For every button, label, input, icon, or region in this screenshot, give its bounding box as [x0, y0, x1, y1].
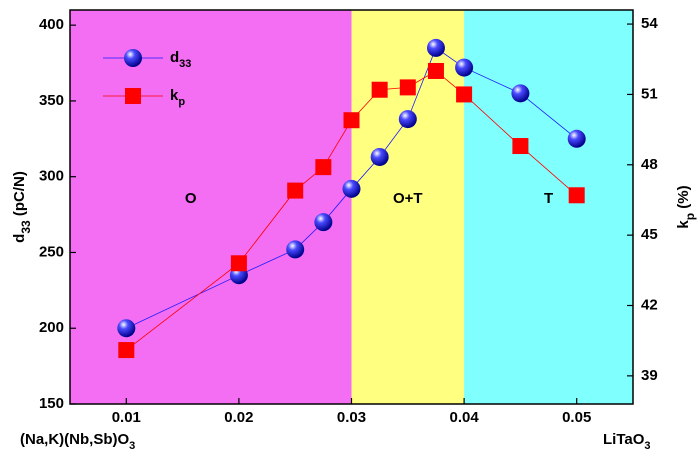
phase-label: O+T [393, 190, 423, 207]
data-point [567, 129, 586, 148]
data-point [455, 58, 474, 77]
data-point [398, 110, 417, 129]
data-point [342, 179, 361, 198]
phase-region [464, 10, 633, 404]
y-axis-label: d33 (pC/N) [11, 171, 33, 243]
legend-label-part: k [170, 87, 179, 104]
y2-axis-label-part: p [683, 213, 697, 220]
y-tick-label: 250 [39, 243, 64, 260]
x-left-label-part: (Na,K)(Nb,Sb)O [20, 431, 129, 448]
x-tick-label: 0.05 [562, 409, 591, 426]
data-point [315, 159, 332, 176]
x-tick-label: 0.01 [112, 409, 141, 426]
data-point [230, 255, 247, 272]
y2-tick-label: 54 [641, 15, 658, 32]
y2-tick-label: 45 [641, 226, 658, 243]
x-tick-label: 0.03 [337, 409, 366, 426]
y-tick-label: 150 [39, 395, 64, 412]
y-tick-label: 300 [39, 168, 64, 185]
y2-axis-label-part: (%) [675, 185, 692, 213]
phase-region [70, 10, 352, 404]
phase-label: O [185, 190, 197, 207]
data-point [399, 79, 416, 96]
y-axis-label-part: 33 [19, 220, 33, 234]
legend-label: kp [170, 87, 185, 108]
x-right-label-part: 3 [644, 440, 650, 452]
legend-label: d33 [170, 49, 191, 70]
x-tick-label: 0.02 [224, 409, 253, 426]
phase-label: T [544, 190, 553, 207]
legend-label-part: p [178, 96, 185, 108]
data-point [117, 319, 136, 338]
data-point [287, 182, 304, 199]
data-point [343, 112, 360, 129]
data-point [426, 38, 445, 57]
data-point [286, 240, 305, 259]
x-left-label-part: 3 [129, 440, 135, 452]
y-tick-label: 200 [39, 319, 64, 336]
y2-tick-label: 39 [641, 367, 658, 384]
data-point [371, 81, 388, 98]
legend-marker [124, 49, 142, 67]
y-tick-label: 400 [39, 16, 64, 33]
data-point [568, 187, 585, 204]
phase-region [351, 10, 465, 404]
y-tick-label: 350 [39, 92, 64, 109]
y-axis-label-part: (pC/N) [11, 171, 28, 220]
y2-tick-label: 48 [641, 156, 658, 173]
data-point [314, 213, 333, 232]
legend-label-part: d [170, 49, 179, 66]
data-point [370, 147, 389, 166]
x-right-label: LiTaO3 [603, 431, 651, 452]
y2-axis-label-part: k [675, 220, 692, 229]
data-point [118, 342, 135, 359]
legend-label-part: 33 [179, 58, 191, 70]
data-point [512, 138, 529, 155]
y2-tick-label: 51 [641, 85, 658, 102]
data-point [456, 86, 473, 103]
legend-marker [125, 88, 141, 104]
y-axis-label-part: d [11, 234, 28, 243]
x-tick-label: 0.04 [449, 409, 479, 426]
data-point [427, 62, 444, 79]
y2-axis-label: kp (%) [675, 185, 697, 228]
y2-tick-label: 42 [641, 296, 658, 313]
x-right-label-part: LiTaO [603, 431, 645, 448]
x-left-label: (Na,K)(Nb,Sb)O3 [20, 431, 135, 452]
data-point [511, 84, 530, 103]
